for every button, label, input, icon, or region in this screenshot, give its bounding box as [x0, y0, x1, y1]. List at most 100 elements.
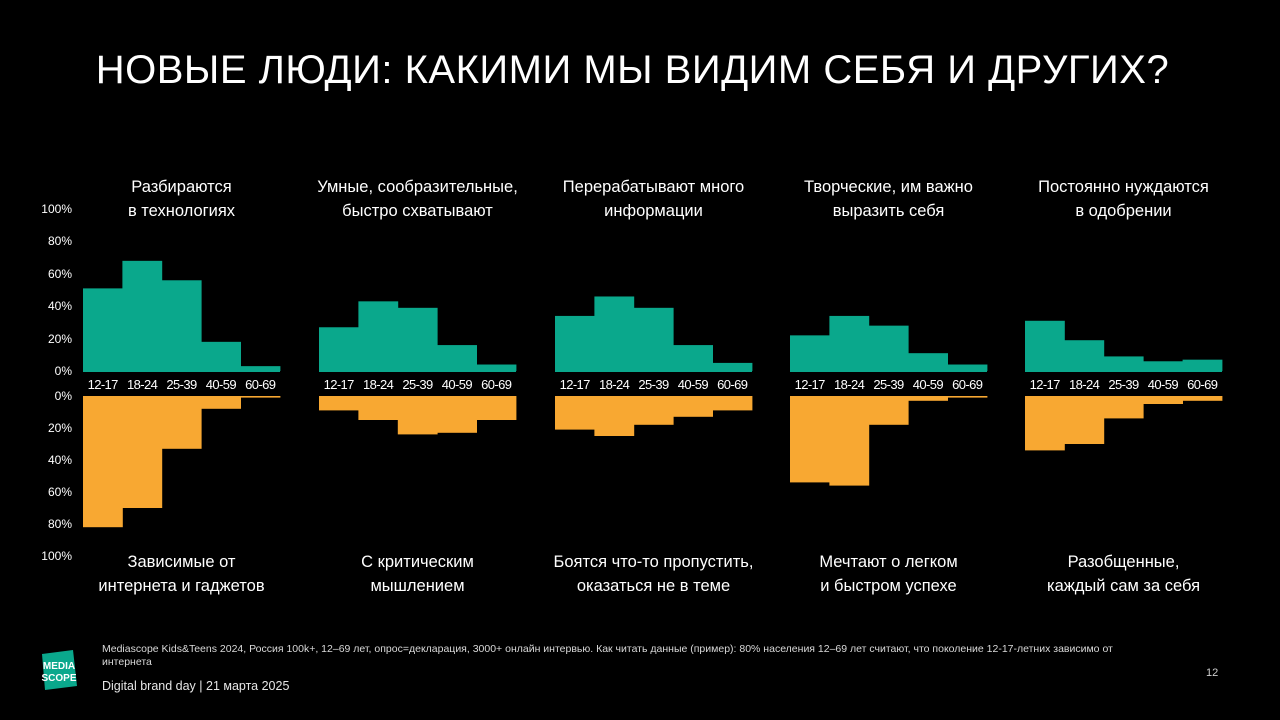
x-tick-label: 40-59 [206, 377, 237, 392]
y-tick-bottom: 100% [41, 549, 72, 563]
y-tick-top: 20% [47, 331, 72, 346]
x-tick-label: 40-59 [1148, 377, 1179, 392]
y-tick-bottom: 20% [47, 421, 72, 435]
chart-caption-bottom: Мечтают о легком и быстром успехе [819, 550, 957, 598]
bar-40-59 [201, 396, 241, 409]
caption-line: выразить себя [832, 202, 945, 220]
bar-18-24 [122, 260, 163, 371]
y-tick-bottom: 80% [47, 517, 72, 531]
y-tick-top: 80% [47, 234, 72, 249]
bar-12-17 [790, 396, 830, 483]
bar-60-69 [712, 362, 753, 371]
x-tick-label: 25-39 [166, 377, 197, 392]
caption-line: быстро схватывают [342, 202, 493, 220]
caption-line: мышлением [370, 577, 465, 595]
x-tick-label: 25-39 [873, 377, 904, 392]
x-tick-label: 60-69 [717, 377, 748, 392]
chart-up-0: 12-17 18-24 25-39 40-59 60-69 [83, 260, 281, 392]
x-tick-label: 40-59 [678, 377, 709, 392]
chart-down-4 [1025, 396, 1223, 451]
bar-60-69 [947, 364, 988, 371]
bar-25-39 [397, 307, 438, 371]
x-tick-label: 25-39 [402, 377, 433, 392]
bar-25-39 [161, 280, 202, 371]
bar-60-69 [240, 396, 281, 398]
bar-60-69 [712, 396, 753, 411]
chart-caption-top: Творческие, им важно выразить себя [804, 175, 973, 223]
bar-40-59 [437, 396, 477, 433]
bar-40-59 [1143, 361, 1183, 371]
page-title: НОВЫЕ ЛЮДИ: КАКИМИ МЫ ВИДИМ СЕБЯ И ДРУГИ… [95, 48, 1170, 92]
x-tick-label: 12-17 [560, 377, 591, 392]
caption-line: в одобрении [1075, 202, 1172, 220]
caption-line: Разбираются [131, 178, 232, 196]
chart-caption-top: Умные, сообразительные, быстро схватывают [317, 175, 518, 223]
bar-18-24 [358, 301, 399, 371]
source-footnote: Mediascope Kids&Teens 2024, Россия 100k+… [102, 643, 1113, 668]
x-tick-label: 18-24 [1069, 377, 1100, 392]
bar-12-17 [319, 327, 359, 371]
caption-line: Мечтают о легком [819, 553, 958, 571]
x-tick-label: 18-24 [363, 377, 394, 392]
caption-line: каждый сам за себя [1046, 577, 1201, 595]
x-tick-label: 60-69 [481, 377, 512, 392]
bar-18-24 [1064, 340, 1105, 371]
x-tick-label: 12-17 [795, 377, 826, 392]
chart-down-2 [555, 396, 753, 436]
x-tick-label: 18-24 [834, 377, 865, 392]
caption-line: Разобщенные, [1067, 553, 1180, 571]
bar-12-17 [1025, 320, 1065, 371]
bar-25-39 [633, 396, 674, 425]
chart-caption-top: Постоянно нуждаются в одобрении [1038, 175, 1209, 223]
caption-line: Творческие, им важно [804, 178, 973, 196]
bar-25-39 [1103, 356, 1144, 371]
x-tick-label: 18-24 [127, 377, 158, 392]
chart-caption-top: Разбираются в технологиях [128, 175, 235, 223]
x-tick-label: 12-17 [88, 377, 119, 392]
bar-12-17 [319, 396, 359, 411]
chart-up-3: 12-17 18-24 25-39 40-59 60-69 [790, 315, 988, 392]
caption-line: информации [604, 202, 703, 220]
bar-40-59 [908, 396, 948, 401]
x-tick-label: 60-69 [952, 377, 983, 392]
bar-12-17 [790, 335, 830, 371]
x-tick-label: 60-69 [245, 377, 276, 392]
caption-line: С критическим [361, 553, 474, 571]
bar-12-17 [83, 288, 123, 371]
bar-12-17 [555, 396, 595, 430]
bar-60-69 [947, 396, 988, 398]
bar-40-59 [673, 345, 713, 371]
event-label: Digital brand day | 21 марта 2025 [102, 679, 290, 693]
x-tick-label: 18-24 [599, 377, 630, 392]
caption-line: Боятся что-то пропустить, [553, 553, 754, 571]
bar-12-17 [555, 315, 595, 371]
x-tick-label: 40-59 [442, 377, 473, 392]
caption-line: Умные, сообразительные, [317, 178, 518, 196]
chart-down-3 [790, 396, 988, 486]
caption-line: Перерабатывают много [562, 178, 745, 196]
caption-line: Постоянно нуждаются [1038, 178, 1209, 196]
y-tick-bottom: 60% [47, 485, 72, 499]
bar-12-17 [83, 396, 123, 528]
chart-caption-bottom: Зависимые от интернета и гаджетов [98, 550, 264, 598]
bar-25-39 [1103, 396, 1144, 419]
y-tick-top: 0% [54, 364, 72, 378]
bar-40-59 [673, 396, 713, 417]
y-tick-bottom: 0% [54, 389, 72, 403]
chart-caption-bottom: Разобщенные, каждый сам за себя [1047, 550, 1200, 598]
chart-up-1: 12-17 18-24 25-39 40-59 60-69 [319, 301, 517, 392]
caption-line: в технологиях [127, 202, 236, 220]
bar-18-24 [829, 315, 870, 371]
bar-18-24 [358, 396, 399, 420]
bar-60-69 [240, 366, 281, 371]
bar-60-69 [1182, 359, 1223, 371]
page-number: 12 [1206, 667, 1219, 679]
bar-25-39 [868, 325, 909, 371]
bar-40-59 [1143, 396, 1183, 404]
caption-line: оказаться не в теме [576, 577, 731, 595]
bar-40-59 [201, 341, 241, 371]
bar-25-39 [397, 396, 438, 435]
bar-60-69 [476, 364, 517, 371]
bar-18-24 [122, 396, 163, 508]
